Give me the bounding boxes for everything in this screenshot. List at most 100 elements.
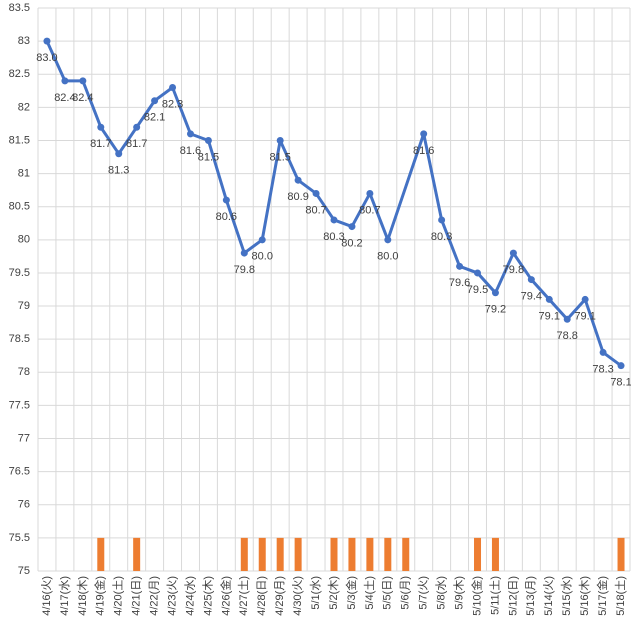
y-tick-label: 79 xyxy=(18,300,30,312)
data-label: 79.1 xyxy=(539,310,560,322)
y-tick-label: 83.5 xyxy=(9,2,30,14)
point xyxy=(204,136,212,144)
point xyxy=(169,83,177,91)
data-label: 80.0 xyxy=(377,251,398,263)
point xyxy=(258,236,266,244)
data-label: 79.8 xyxy=(234,264,255,276)
bar xyxy=(348,537,356,571)
x-tick-label: 4/24(水) xyxy=(183,576,196,616)
point xyxy=(563,315,571,323)
bar xyxy=(294,537,302,571)
x-tick-label: 4/18(木) xyxy=(76,576,89,616)
x-tick-label: 5/1(水) xyxy=(309,576,322,610)
point xyxy=(312,189,320,197)
bar xyxy=(240,537,248,571)
point xyxy=(581,295,589,303)
point xyxy=(61,77,69,85)
point xyxy=(133,123,141,131)
x-tick-label: 5/10(金) xyxy=(469,576,483,616)
x-tick-label: 5/16(木) xyxy=(578,576,591,616)
point xyxy=(545,295,553,303)
x-tick-label: 5/11(土) xyxy=(488,576,501,615)
point xyxy=(240,249,248,257)
x-tick-label: 4/23(火) xyxy=(166,576,178,616)
point xyxy=(384,236,392,244)
y-tick-label: 77 xyxy=(18,432,30,444)
x-tick-label: 4/19(金) xyxy=(93,576,107,616)
point xyxy=(366,189,374,197)
bar xyxy=(258,537,266,571)
x-tick-label: 5/9(木) xyxy=(452,576,465,610)
data-label: 80.9 xyxy=(287,191,308,203)
x-tick-label: 4/20(土) xyxy=(112,576,125,616)
x-tick-label: 5/15(水) xyxy=(560,576,573,616)
x-tick-label: 4/22(月) xyxy=(149,576,161,616)
bar xyxy=(133,537,141,571)
data-label: 79.4 xyxy=(521,290,542,302)
y-tick-label: 80.5 xyxy=(9,201,30,213)
x-tick-label: 5/13(月) xyxy=(525,576,537,616)
y-tick-label: 77.5 xyxy=(9,399,30,411)
x-tick-label: 5/14(火) xyxy=(543,576,555,616)
x-tick-label: 4/16(火) xyxy=(41,576,53,616)
data-label: 81.3 xyxy=(108,165,129,177)
x-tick-label: 5/7(火) xyxy=(418,576,430,610)
data-label: 80.2 xyxy=(341,237,362,249)
point xyxy=(79,77,87,85)
point xyxy=(97,123,105,131)
data-label: 80.3 xyxy=(323,231,344,243)
data-label: 81.5 xyxy=(269,151,290,163)
data-label: 82.1 xyxy=(144,112,165,124)
y-tick-label: 78 xyxy=(18,366,30,378)
data-label: 79.1 xyxy=(574,310,595,322)
point xyxy=(330,216,338,224)
line xyxy=(45,40,622,367)
point xyxy=(491,289,499,297)
x-tick-label: 5/5(日) xyxy=(382,576,394,610)
data-label: 80.3 xyxy=(431,231,452,243)
data-label: 81.5 xyxy=(198,151,219,163)
y-tick-label: 78.5 xyxy=(9,333,30,345)
point xyxy=(474,269,482,277)
data-label: 80.6 xyxy=(216,211,237,223)
point xyxy=(115,150,123,158)
x-tick-label: 4/26(金) xyxy=(218,576,232,616)
data-label: 81.7 xyxy=(90,138,111,150)
x-tick-label: 4/28(日) xyxy=(256,576,268,616)
point xyxy=(599,348,607,356)
data-label: 82.3 xyxy=(162,98,183,110)
y-tick-label: 82 xyxy=(18,101,30,113)
bar xyxy=(330,537,338,571)
bar xyxy=(366,537,374,571)
point xyxy=(527,276,535,284)
y-tick-label: 76.5 xyxy=(9,466,30,478)
data-label: 79.6 xyxy=(449,277,470,289)
point xyxy=(294,176,302,184)
x-tick-label: 5/12(日) xyxy=(507,576,519,616)
y-tick-label: 75.5 xyxy=(9,532,30,544)
data-label: 78.8 xyxy=(557,330,578,342)
bar xyxy=(97,537,105,571)
y-tick-label: 80 xyxy=(18,234,30,246)
data-label: 82.4 xyxy=(54,92,75,104)
x-tick-label: 5/8(水) xyxy=(435,576,448,610)
bar xyxy=(474,537,482,571)
x-tick-label: 4/25(木) xyxy=(201,576,214,616)
bar xyxy=(491,537,499,571)
data-label: 79.2 xyxy=(485,304,506,316)
point xyxy=(456,262,464,270)
bar xyxy=(276,537,284,571)
data-label: 81.6 xyxy=(180,145,201,157)
point xyxy=(43,37,51,45)
data-label: 83.0 xyxy=(36,52,57,64)
point xyxy=(438,216,446,224)
data-label: 80.0 xyxy=(252,251,273,263)
y-tick-label: 82.5 xyxy=(9,68,30,80)
data-label: 80.7 xyxy=(359,204,380,216)
y-tick-label: 79.5 xyxy=(9,267,30,279)
x-tick-label: 5/4(土) xyxy=(363,576,376,610)
point xyxy=(509,249,517,257)
point xyxy=(151,97,159,105)
x-tick-label: 4/30(火) xyxy=(292,576,304,616)
